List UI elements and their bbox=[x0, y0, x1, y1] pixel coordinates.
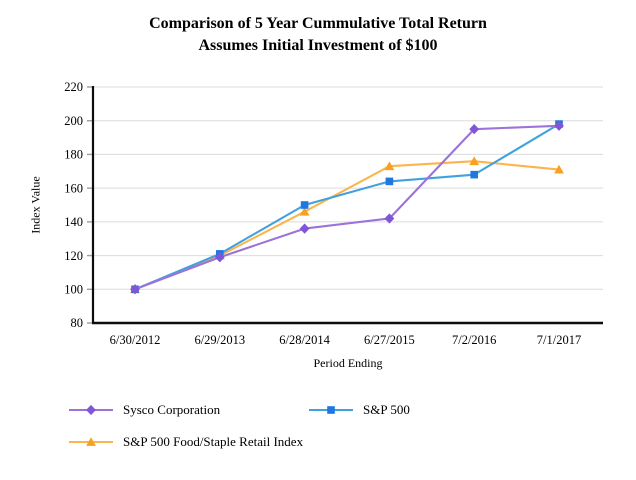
series-marker-0 bbox=[554, 120, 564, 131]
y-tick-label: 80 bbox=[71, 316, 84, 330]
series-marker-0 bbox=[384, 213, 395, 224]
legend-sample-marker bbox=[86, 437, 96, 446]
legend-label: S&P 500 Food/Staple Retail Index bbox=[123, 434, 304, 449]
series-marker-0 bbox=[469, 124, 480, 135]
x-tick-label: 6/27/2015 bbox=[364, 333, 415, 347]
legend-item-sp500: S&P 500 bbox=[308, 402, 410, 417]
series-marker-0 bbox=[214, 252, 225, 263]
series-marker-0 bbox=[299, 223, 310, 234]
legend-label: S&P 500 bbox=[363, 402, 410, 417]
chart-subtitle: Assumes Initial Investment of $100 bbox=[198, 37, 438, 54]
legend-sample-line-square-icon bbox=[309, 406, 353, 414]
y-axis-title: Index Value bbox=[28, 176, 43, 234]
series-line-1 bbox=[133, 123, 561, 291]
chart-title-block: Comparison of 5 Year Cummulative Total R… bbox=[0, 13, 636, 57]
legend-item-sp500-food-staple: S&P 500 Food/Staple Retail Index bbox=[68, 434, 304, 449]
x-tick-label: 7/1/2017 bbox=[537, 333, 581, 347]
series-line-2 bbox=[133, 160, 561, 291]
legend-item-sysco-corporation: Sysco Corporation bbox=[68, 402, 221, 417]
y-tick-label: 160 bbox=[64, 181, 83, 195]
y-tick-label: 200 bbox=[64, 114, 83, 128]
x-tick-label: 6/30/2012 bbox=[110, 333, 161, 347]
series-marker-2 bbox=[299, 206, 310, 216]
x-tick-label: 7/2/2016 bbox=[452, 333, 496, 347]
series-marker-2 bbox=[554, 164, 564, 174]
series-marker-0 bbox=[130, 284, 140, 295]
series-line-0 bbox=[133, 124, 561, 291]
legend-sample-line-triangle-icon bbox=[69, 437, 113, 446]
y-tick-label: 100 bbox=[64, 282, 83, 296]
chart-title: Comparison of 5 Year Cummulative Total R… bbox=[149, 15, 487, 32]
series-marker-1 bbox=[300, 201, 309, 209]
series-marker-1 bbox=[470, 170, 478, 179]
y-tick-label: 180 bbox=[64, 148, 83, 162]
series-marker-2 bbox=[384, 161, 395, 171]
y-tick-label: 120 bbox=[64, 249, 83, 263]
y-tick-label: 140 bbox=[64, 215, 83, 229]
x-tick-label: 6/29/2013 bbox=[194, 333, 245, 347]
legend-sample-line-diamond-icon bbox=[69, 404, 113, 416]
series-marker-2 bbox=[469, 156, 480, 166]
legend-sample-marker bbox=[327, 406, 335, 414]
x-tick-label: 6/28/2014 bbox=[279, 333, 330, 347]
legend-sample-marker bbox=[86, 404, 96, 416]
y-tick-label: 220 bbox=[64, 80, 83, 94]
x-axis-title: Period Ending bbox=[313, 356, 383, 370]
legend-label: Sysco Corporation bbox=[123, 402, 221, 417]
series-marker-1 bbox=[385, 177, 394, 186]
line-chart: 80 100 120 140 160 180 200 220 6/30/2012 6/29/201… bbox=[64, 80, 603, 347]
